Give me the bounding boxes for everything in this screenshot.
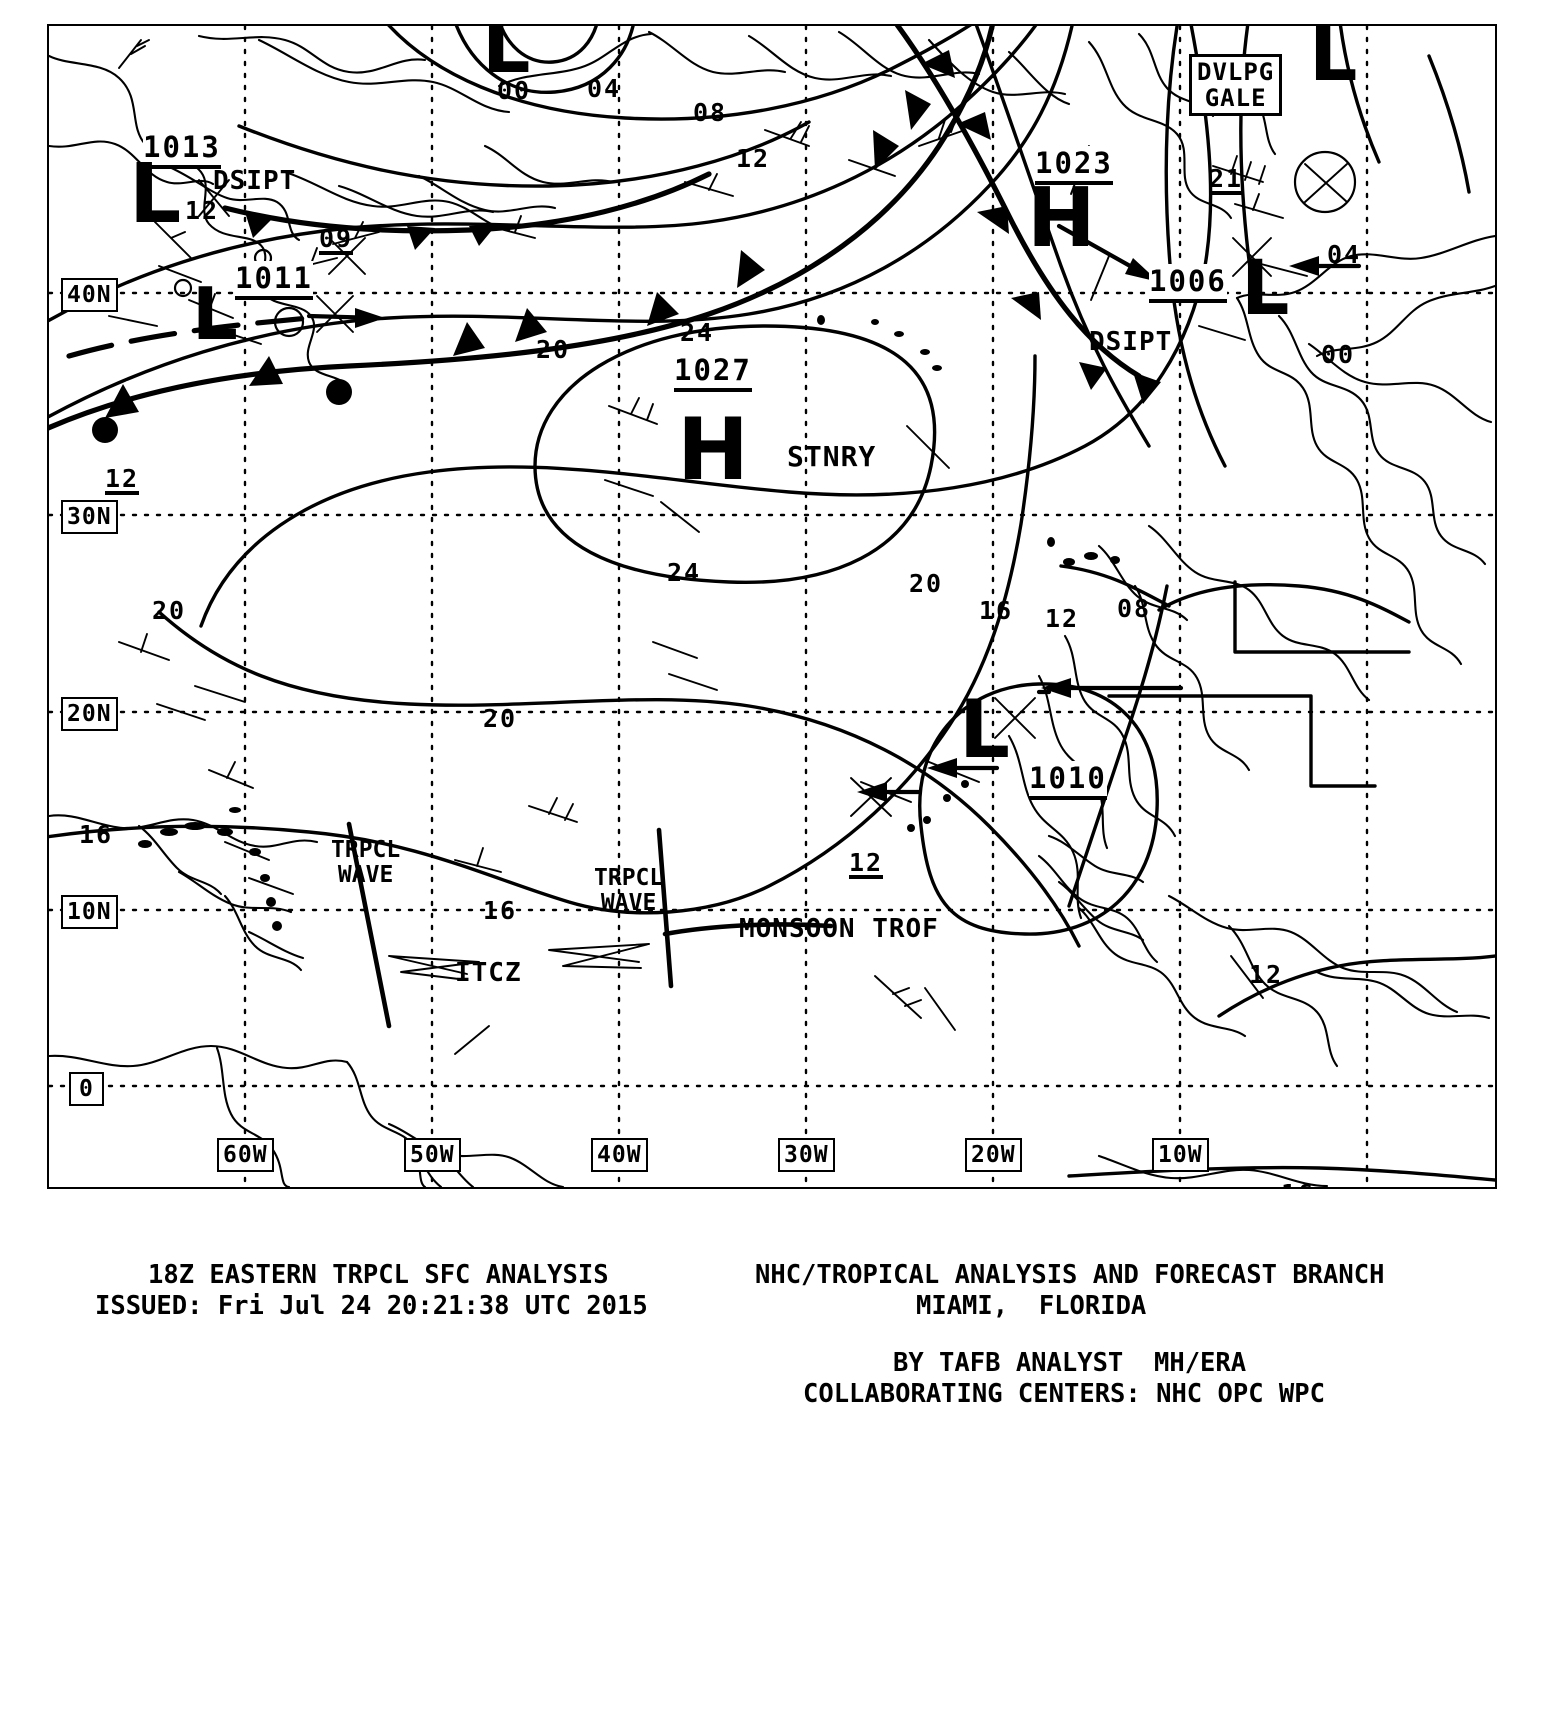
lon-label-20w: 20W (965, 1138, 1022, 1172)
isobar-label-20d: 20 (909, 569, 944, 598)
isobar-label-12a: 12 (736, 144, 771, 173)
tropical-waves (346, 821, 674, 1029)
isobar-label-21: 21 (1209, 164, 1244, 195)
lon-label-10w: 10W (1152, 1138, 1209, 1172)
isobar-label-00b: 00 (1321, 340, 1356, 369)
monsoon-trough-label: MONSOON TROF (739, 914, 939, 944)
isobar-label-04b: 04 (1327, 240, 1362, 269)
isobar-label-12d: 12 (1045, 604, 1080, 633)
isobar-label-12c: 12 (105, 464, 140, 495)
lat-label-20n: 20N (61, 697, 118, 731)
low-center-glyph-1006: L (1241, 243, 1290, 332)
pressure-value-1013: 1013 (143, 130, 221, 169)
isobar-label-04: 04 (587, 74, 622, 103)
gale-warning-box: DVLPG GALE (1189, 54, 1283, 116)
cold-front-eastern (894, 26, 1161, 404)
lon-label-40w: 40W (591, 1138, 648, 1172)
dsipt-note-left: DSIPT (213, 166, 297, 196)
isobar-label-12f: 12 (1249, 960, 1284, 989)
tropical-wave-label-1: TRPCL WAVE (331, 837, 401, 888)
tropical-wave-label-2: TRPCL WAVE (594, 865, 664, 916)
isobar-label-20b: 20 (152, 596, 187, 625)
monsoon-trough (662, 922, 834, 937)
isobar-label-16a: 16 (979, 596, 1014, 625)
map-graphics: .cst{fill:none;stroke:#000;stroke-width:… (49, 26, 1495, 1187)
low-center-glyph-top: L (482, 24, 531, 90)
pressure-value-1027: 1027 (674, 353, 752, 392)
pressure-value-1023: 1023 (1035, 146, 1113, 185)
occluded-front-circles (92, 379, 352, 443)
product-title: 18Z EASTERN TRPCL SFC ANALYSIS (148, 1260, 609, 1290)
map-panel: .cst{fill:none;stroke:#000;stroke-width:… (47, 24, 1497, 1189)
isobar-label-12e: 12 (849, 848, 884, 879)
pressure-value-1006: 1006 (1149, 264, 1227, 303)
lat-label-0: 0 (69, 1072, 104, 1106)
isobar-label-16b: 16 (79, 820, 114, 849)
product-issued: ISSUED: Fri Jul 24 20:21:38 UTC 2015 (95, 1291, 648, 1321)
isobar-label-20a: 20 (536, 335, 571, 364)
isobar-label-20c: 20 (483, 704, 518, 733)
islands (138, 315, 1120, 931)
lon-label-60w: 60W (217, 1138, 274, 1172)
issuing-center-line2: MIAMI, FLORIDA (916, 1291, 1147, 1321)
isobar-label-09: 09 (319, 224, 354, 255)
isobar-label-16c: 16 (483, 896, 518, 925)
low-center-glyph-2: L (192, 272, 238, 356)
chart-footer: 18Z EASTERN TRPCL SFC ANALYSIS ISSUED: F… (0, 1240, 1542, 1420)
movement-arrows (306, 223, 1362, 802)
lat-label-40n: 40N (61, 278, 118, 312)
coastline-south-america (49, 814, 565, 1187)
isobar-label-24b: 24 (667, 558, 702, 587)
isobar-label-16d: 16 (1281, 1181, 1315, 1187)
low-center-glyph-1: L (129, 147, 182, 242)
high-center-glyph-1023: H (1027, 171, 1096, 266)
isobar-label-08: 08 (693, 98, 728, 127)
graticule-lines (49, 26, 1495, 1187)
itcz-line (388, 943, 650, 981)
pressure-value-1010: 1010 (1029, 761, 1107, 800)
coastline-europe-africa (1007, 234, 1495, 1187)
stationary-note: STNRY (787, 440, 877, 473)
lon-label-50w: 50W (404, 1138, 461, 1172)
occluded-front-dashed (66, 315, 312, 359)
dsipt-note-right: DSIPT (1089, 327, 1173, 357)
analyst-line: BY TAFB ANALYST MH/ERA (893, 1348, 1247, 1378)
lat-label-10n: 10N (61, 895, 118, 929)
lat-label-30n: 30N (61, 500, 118, 534)
collaborating-centers-line: COLLABORATING CENTERS: NHC OPC WPC (803, 1379, 1325, 1409)
cold-front-north-atlantic (49, 26, 995, 431)
low-center-glyph-1010: L (959, 683, 1010, 776)
isobar-label-08b: 08 (1117, 594, 1152, 623)
isobar-label-00: 00 (497, 76, 532, 105)
isobar-label-12b: 12 (185, 196, 220, 225)
warm-front-left (222, 171, 712, 250)
itcz-label: ITCZ (455, 958, 522, 988)
high-center-glyph-1027: H (677, 400, 749, 500)
isobars (49, 26, 1495, 1182)
lon-label-30w: 30W (778, 1138, 835, 1172)
issuing-center-line1: NHC/TROPICAL ANALYSIS AND FORECAST BRANC… (755, 1260, 1385, 1290)
low-center-glyph-far-right: L (1309, 24, 1358, 98)
pressure-value-1011: 1011 (235, 261, 313, 300)
isobar-label-24a: 24 (680, 318, 715, 347)
